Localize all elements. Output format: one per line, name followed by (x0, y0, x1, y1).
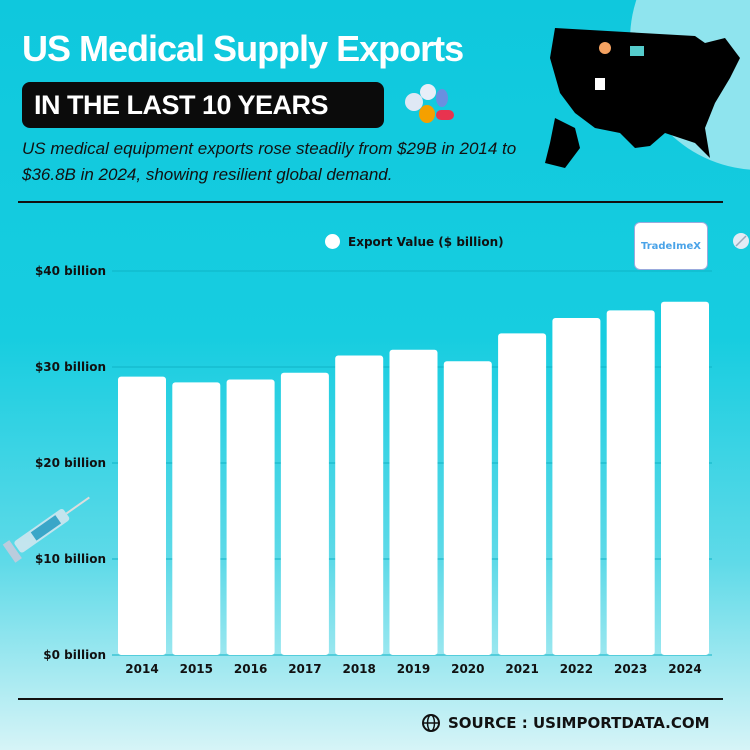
syringe-icon (2, 496, 90, 563)
x-tick-label: 2023 (614, 662, 647, 676)
page-title: US Medical Supply Exports (22, 28, 464, 69)
y-tick-label: $10 billion (35, 552, 106, 566)
period-badge: IN THE LAST 10 YEARS (22, 82, 384, 128)
bar-chart: $0 billion $10 billion $20 billion $30 bill… (35, 264, 712, 676)
bar-2018 (335, 355, 384, 655)
y-tick-label: $40 billion (35, 264, 106, 278)
bar-2014 (118, 376, 166, 655)
x-tick-label: 2018 (342, 662, 375, 676)
bottom-divider (18, 698, 723, 700)
subtitle: US medical equipment exports rose steadi… (22, 139, 517, 184)
top-divider (18, 201, 723, 203)
bar-2016 (226, 379, 275, 655)
x-tick-label: 2021 (505, 662, 538, 676)
us-map-icon (545, 28, 740, 168)
x-tick-label: 2016 (234, 662, 267, 676)
y-tick-label: $20 billion (35, 456, 106, 470)
globe-icon (422, 714, 440, 732)
x-tick-label: 2020 (451, 662, 484, 676)
tradeimex-logo: TradeImeX (634, 222, 708, 270)
source-text: SOURCE : USIMPORTDATA.COM (448, 714, 710, 732)
bar-2023 (606, 310, 655, 655)
bar-2024 (661, 301, 709, 655)
bar-2020 (443, 361, 492, 655)
legend-label: Export Value ($ billion) (348, 234, 504, 249)
bar-2019 (389, 349, 438, 655)
x-tick-label: 2024 (668, 662, 701, 676)
bar-2022 (552, 318, 601, 655)
y-tick-label: $0 billion (43, 648, 106, 662)
logo-text: TradeImeX (641, 240, 701, 252)
x-tick-label: 2022 (560, 662, 593, 676)
x-tick-label: 2015 (180, 662, 213, 676)
x-tick-label: 2017 (288, 662, 321, 676)
x-tick-label: 2019 (397, 662, 430, 676)
legend-swatch (325, 234, 340, 249)
pill-icon (733, 233, 749, 249)
x-tick-label: 2014 (125, 662, 158, 676)
bar-2015 (172, 382, 221, 655)
source-credit: SOURCE : USIMPORTDATA.COM (422, 714, 710, 732)
pills-icon (405, 84, 454, 123)
bar-2021 (498, 333, 547, 655)
y-tick-label: $30 billion (35, 360, 106, 374)
bar-2017 (280, 372, 329, 655)
legend: Export Value ($ billion) (325, 234, 504, 249)
